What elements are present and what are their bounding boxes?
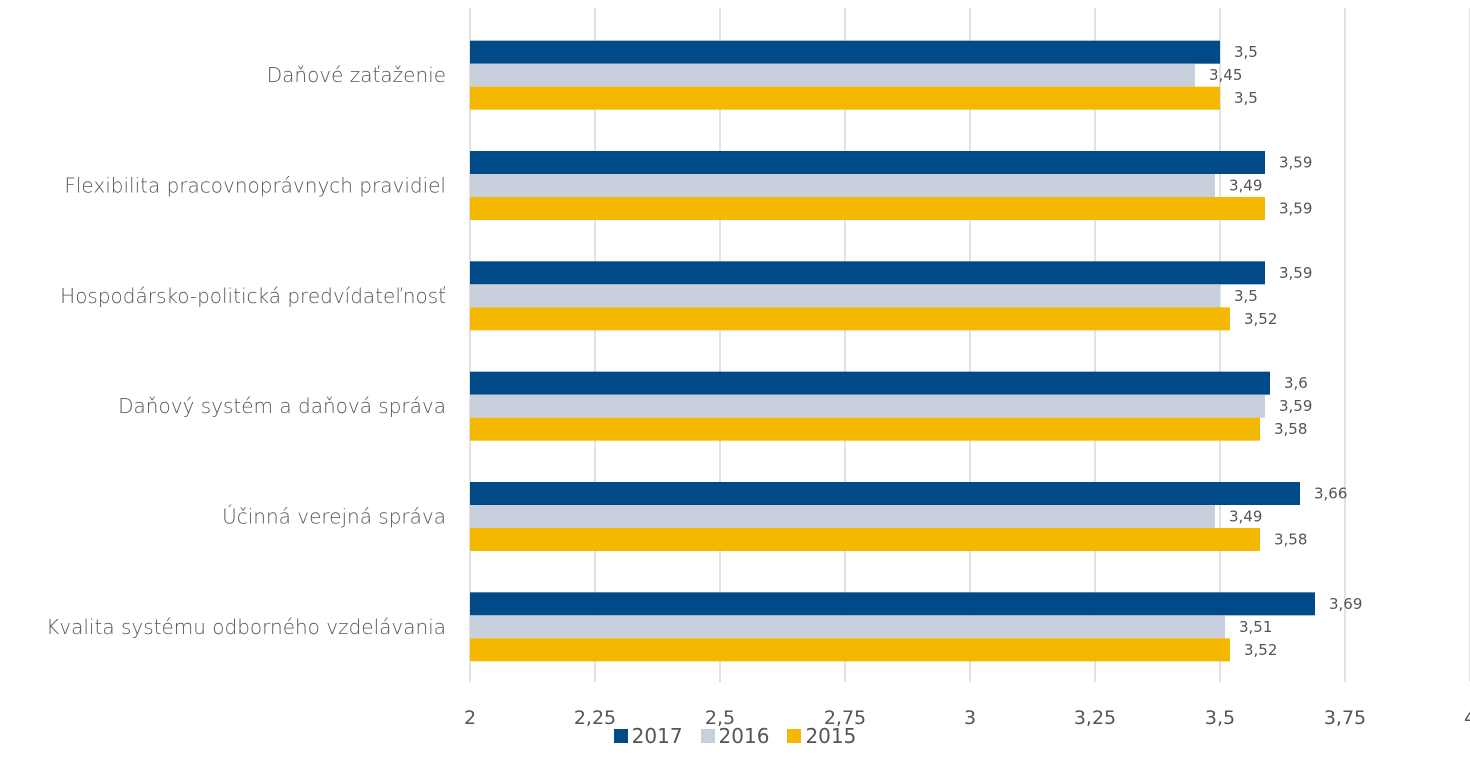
data-label: 3,5 [1234,287,1258,305]
x-tick-label: 2,25 [574,707,616,729]
category-label: Kvalita systému odborného vzdelávania [46,615,446,639]
bar-2016 [470,174,1215,197]
legend-label-2016: 2016 [718,724,770,748]
bar-2016 [470,63,1195,87]
x-tick-label: 2,75 [824,707,866,729]
bar-2016 [470,505,1215,528]
data-label: 3,59 [1279,397,1312,415]
data-label: 3,6 [1284,374,1308,392]
legend-swatch-2017 [613,729,628,743]
data-label: 3,59 [1279,200,1312,218]
x-tick-label: 2 [464,707,476,729]
bar-2017 [470,261,1265,285]
x-tick-label: 3 [964,707,976,729]
legend-label-2015: 2015 [805,724,857,748]
legend-item-2015: 2015 [787,724,856,748]
data-label: 3,58 [1274,420,1307,438]
bar-2015 [470,307,1230,331]
legend-item-2017: 2017 [613,724,683,748]
data-label: 3,51 [1239,618,1272,636]
category-label: Hospodársko-politická predvídateľnosť [60,284,446,308]
data-label: 3,5 [1234,89,1258,107]
bar-2015 [470,86,1220,110]
data-label: 3,45 [1209,66,1242,84]
bar-2017 [470,40,1220,64]
bar-2015 [470,417,1260,441]
bar-2017 [470,151,1265,174]
data-label: 3,58 [1274,531,1307,549]
legend-label-2017: 2017 [631,724,683,748]
x-tick-label: 2,5 [705,707,735,729]
category-label: Flexibilita pracovnoprávnych pravidiel [64,174,446,198]
data-label: 3,66 [1314,485,1347,503]
bar-2016 [470,394,1265,418]
data-label: 3,52 [1244,310,1277,328]
bar-2017 [470,371,1270,395]
data-label: 3,49 [1229,508,1262,526]
bar-2015 [470,528,1260,551]
data-label: 3,59 [1279,264,1312,282]
category-label: Daňové zaťaženie [267,63,446,87]
bar-2016 [470,615,1225,639]
legend: 2017 2016 2015 [0,724,1470,748]
x-tick-label: 3,75 [1324,707,1366,729]
data-label: 3,5 [1234,43,1258,61]
data-label: 3,52 [1244,641,1277,659]
bar-2015 [470,197,1265,220]
data-label: 3,49 [1229,177,1262,195]
x-tick-label: 3,25 [1074,707,1116,729]
category-label: Daňový systém a daňová správa [118,394,446,418]
bar-2015 [470,638,1230,662]
category-label: Účinná verejná správa [222,505,446,529]
legend-swatch-2015 [787,729,802,743]
bar-2017 [470,482,1300,505]
x-tick-label: 3,5 [1205,707,1235,729]
legend-swatch-2016 [700,729,715,743]
bar-2016 [470,284,1220,308]
data-label: 3,69 [1329,595,1362,613]
x-tick-label: 4 [1464,707,1470,729]
data-label: 3,59 [1279,154,1312,172]
legend-item-2016: 2016 [700,724,770,748]
bar-2017 [470,592,1315,616]
